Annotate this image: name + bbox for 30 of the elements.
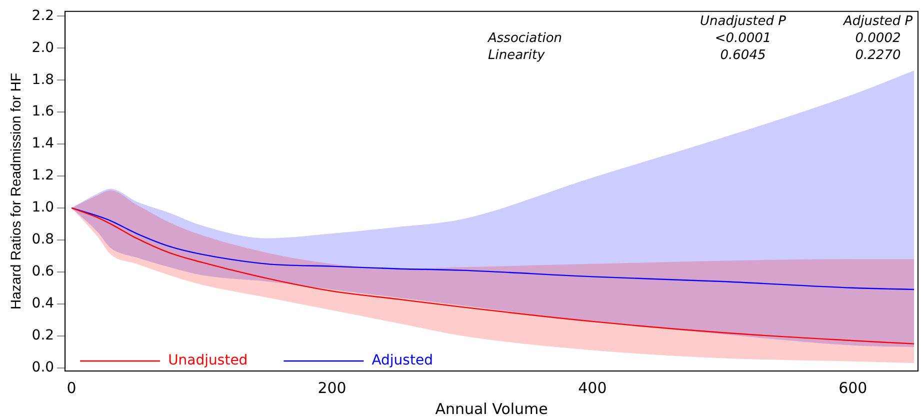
y-tick-label: 1.6 (32, 104, 54, 120)
y-tick-label: 0.2 (32, 327, 54, 344)
annotation: Adjusted P (842, 14, 913, 29)
y-axis-title: Hazard Ratios for Readmission for HF (7, 72, 24, 310)
text: Unadjusted (168, 352, 248, 369)
x-tick-label: 400 (578, 378, 607, 397)
annotation: Unadjusted P (700, 14, 786, 29)
annotation: 0.6045 (720, 48, 766, 63)
annotation: 0.0002 (855, 30, 901, 46)
annotation: <0.0001 (714, 30, 772, 46)
y-tick-label: 0.4 (32, 296, 54, 312)
text: Adjusted (372, 352, 433, 369)
line-series (70, 207, 915, 344)
line-series (70, 207, 915, 290)
y-tick-label: 0.6 (32, 264, 54, 280)
annotation: Linearity (488, 48, 546, 63)
y-tick-label: 1.0 (32, 200, 54, 216)
x-tick-label: 600 (838, 378, 868, 397)
annotation: Association (487, 30, 562, 46)
x-tick-label: 200 (318, 378, 346, 397)
y-tick-label: 1.2 (32, 168, 54, 184)
y-tick-label: 2.2 (32, 8, 54, 24)
y-tick-label: 2.0 (32, 40, 54, 56)
x-axis-title: Annual Volume (435, 400, 548, 418)
annotation: 0.2270 (855, 48, 901, 63)
y-tick-label: 1.8 (32, 72, 54, 88)
y-tick-label: 0.0 (32, 359, 54, 376)
x-tick-label: 0 (66, 378, 76, 397)
y-tick-label: 0.8 (32, 232, 54, 248)
y-tick-label: 1.4 (32, 136, 54, 152)
